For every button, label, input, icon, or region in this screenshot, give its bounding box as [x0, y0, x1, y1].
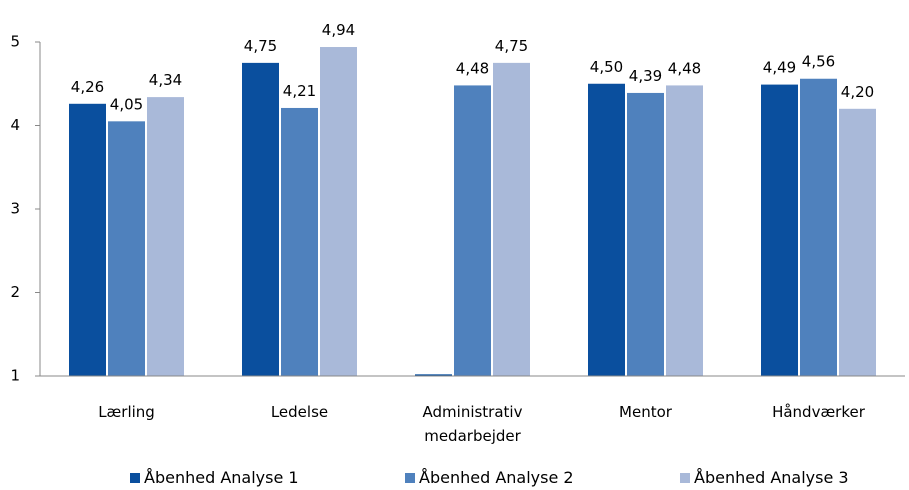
bar [666, 85, 703, 377]
bar [839, 108, 876, 377]
legend-label: Åbenhed Analyse 1 [144, 468, 299, 487]
bar [320, 47, 357, 376]
y-tick-label: 4 [10, 116, 20, 134]
data-label: 4,20 [841, 83, 874, 101]
y-tick-label: 1 [10, 367, 20, 385]
bar [800, 78, 837, 377]
legend-item: Åbenhed Analyse 2 [405, 468, 574, 487]
bar [588, 83, 625, 376]
data-label: 4,21 [283, 82, 316, 100]
bar [281, 107, 318, 376]
bar [761, 84, 798, 377]
x-tick-label: Håndværker [772, 403, 865, 421]
legend-item: Åbenhed Analyse 1 [130, 468, 299, 487]
legend-label: Åbenhed Analyse 3 [694, 468, 849, 487]
x-tick-label: Lærling [98, 403, 155, 421]
bar [454, 85, 491, 377]
data-label: 4,26 [71, 78, 104, 96]
x-tick-label: Mentor [619, 403, 672, 421]
data-label: 4,75 [244, 37, 277, 55]
bar [493, 62, 530, 376]
legend-swatch [130, 473, 140, 483]
bar [415, 374, 452, 376]
x-tick-label: Ledelse [270, 403, 329, 421]
legend-label: Åbenhed Analyse 2 [419, 468, 574, 487]
y-tick-label: 2 [10, 283, 20, 301]
data-label: 4,56 [802, 53, 835, 71]
data-label: 4,94 [322, 21, 355, 39]
data-label: 4,48 [456, 59, 489, 77]
bar [627, 92, 664, 376]
bar [242, 62, 279, 376]
bar [147, 97, 184, 377]
data-label: 4,39 [629, 67, 662, 85]
data-label: 4,48 [668, 59, 701, 77]
data-label: 4,75 [495, 37, 528, 55]
legend-swatch [405, 473, 415, 483]
y-tick-label: 3 [10, 200, 20, 218]
data-label: 4,05 [110, 95, 143, 113]
legend-item: Åbenhed Analyse 3 [680, 468, 849, 487]
data-label: 4,34 [149, 71, 182, 89]
x-tick-label: Administrativ medarbejder [422, 403, 523, 445]
legend-swatch [680, 473, 690, 483]
bar [108, 121, 145, 376]
bar [69, 103, 106, 376]
data-label: 4,50 [590, 58, 623, 76]
data-label: 4,49 [763, 59, 796, 77]
y-tick-label: 5 [10, 33, 20, 51]
